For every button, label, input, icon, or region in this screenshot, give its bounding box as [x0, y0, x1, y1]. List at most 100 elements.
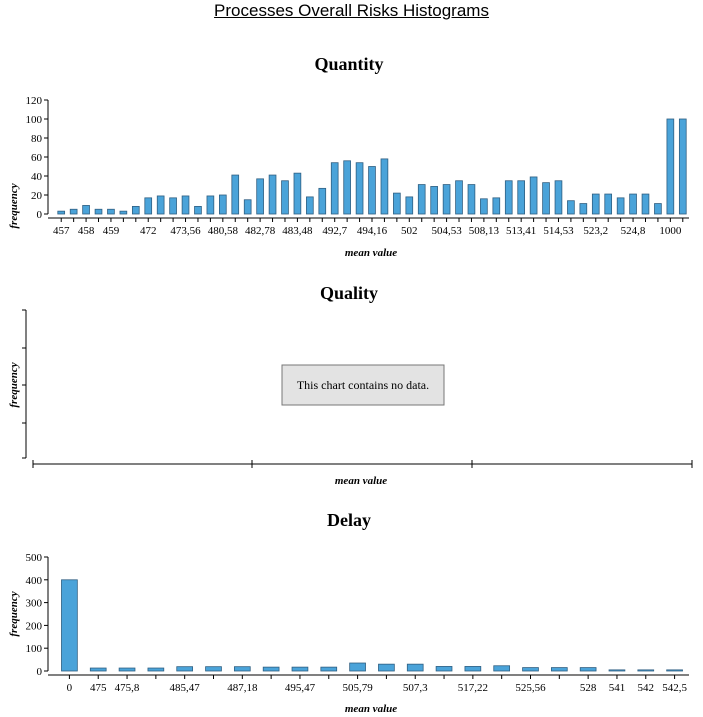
histogram-bar: [262, 666, 280, 672]
histogram-bar: [455, 180, 463, 215]
x-tick-label: 514,53: [543, 225, 574, 237]
chart-title: Quality: [320, 283, 378, 303]
histogram-bar: [435, 666, 453, 672]
histogram-bar: [281, 180, 289, 215]
x-tick-label: 475,8: [115, 682, 140, 694]
histogram-bar: [406, 663, 424, 672]
histogram-bar: [118, 667, 136, 672]
x-tick-label: 0: [67, 682, 73, 694]
y-tick-label: 0: [37, 209, 43, 221]
histogram-bar: [504, 180, 513, 215]
x-tick-label: 502: [401, 225, 418, 237]
histogram-bar: [61, 579, 78, 672]
histogram-bar: [442, 184, 451, 215]
y-tick-label: 100: [26, 114, 43, 126]
histogram-bar: [464, 666, 482, 672]
histogram-bar: [467, 184, 476, 215]
page-title: Processes Overall Risks Histograms: [214, 1, 489, 20]
histogram-bar: [417, 184, 426, 215]
histogram-bar: [219, 194, 227, 215]
histogram-bar: [678, 118, 687, 215]
histogram-bar: [89, 667, 107, 672]
histogram-bar: [492, 197, 501, 215]
histogram-bar: [629, 193, 637, 215]
x-tick-label: 459: [103, 225, 120, 237]
histogram-bar: [343, 160, 351, 215]
y-tick-label: 200: [26, 620, 43, 632]
histogram-bar: [380, 158, 389, 215]
y-tick-label: 100: [26, 643, 43, 655]
x-tick-label: 492,7: [322, 225, 347, 237]
histogram-bar: [119, 210, 128, 215]
x-tick-label: 513,41: [506, 225, 536, 237]
no-data-notice: This chart contains no data.: [281, 364, 445, 406]
histogram-bar: [591, 193, 600, 215]
quality-axes: [22, 309, 693, 468]
x-tick-label: 524,8: [621, 225, 646, 237]
histogram-bar: [550, 667, 568, 672]
histogram-bar: [131, 205, 140, 215]
y-tick-label: 80: [31, 133, 43, 145]
x-tick-label: 523,2: [583, 225, 608, 237]
histogram-bar: [206, 195, 215, 215]
quantity-axes: 0 20 40 60 80 100 120 457 458 459 472 473,56 480,58 4…: [26, 95, 689, 237]
histogram-bar: [579, 667, 597, 672]
y-tick-label: 40: [31, 171, 43, 183]
x-tick-label: 472: [140, 225, 157, 237]
histogram-bar: [378, 663, 395, 672]
x-tick-label: 504,53: [431, 225, 462, 237]
histogram-bar: [405, 196, 414, 215]
histogram-bar: [529, 176, 538, 215]
y-tick-label: 120: [26, 95, 43, 107]
y-tick-label: 60: [31, 152, 43, 164]
x-tick-label: 505,79: [342, 682, 373, 694]
chart-title: Quantity: [314, 54, 383, 74]
y-tick-label: 0: [37, 666, 43, 678]
histogram-bar: [641, 193, 650, 215]
histogram-bar: [144, 197, 153, 215]
histogram-bar: [82, 205, 90, 215]
histogram-bar: [579, 203, 588, 215]
histogram-bar: [94, 208, 103, 215]
x-axis-label: mean value: [345, 703, 397, 715]
histogram-bar: [243, 199, 252, 215]
y-axis-label: frequency: [8, 591, 20, 636]
histogram-bar: [231, 174, 240, 215]
histogram-bar: [368, 166, 376, 215]
x-tick-label: 487,18: [227, 682, 258, 694]
x-tick-label: 1000: [659, 225, 682, 237]
no-data-message: This chart contains no data.: [297, 378, 429, 392]
histogram-bar: [306, 196, 314, 215]
quantity-bars: [57, 118, 687, 215]
histogram-bar: [268, 174, 277, 215]
y-tick-label: 500: [26, 552, 43, 564]
histogram-bar: [69, 208, 78, 215]
histogram-bar: [355, 162, 364, 215]
histogram-bar: [318, 187, 327, 215]
histogram-bar: [616, 197, 625, 215]
histogram-bar: [181, 195, 190, 215]
histogram-bar: [522, 667, 539, 672]
x-tick-label: 508,13: [469, 225, 500, 237]
histogram-bar: [604, 193, 613, 215]
x-axis-label: mean value: [335, 475, 387, 487]
histogram-bar: [256, 178, 264, 215]
histogram-bar: [654, 203, 662, 215]
x-tick-label: 483,48: [282, 225, 313, 237]
histogram-bar: [169, 197, 177, 215]
histogram-bar: [320, 666, 338, 672]
delay-bars: [61, 579, 683, 672]
x-tick-label: 542,5: [662, 682, 687, 694]
histogram-bar: [349, 662, 366, 672]
y-tick-label: 300: [26, 598, 43, 610]
histogram-bar: [393, 192, 401, 215]
histogram-bar: [330, 162, 339, 215]
x-axis-label: mean value: [345, 247, 397, 259]
x-tick-label: 458: [78, 225, 95, 237]
histogram-bar: [554, 180, 563, 215]
x-tick-label: 457: [53, 225, 70, 237]
x-tick-label: 485,47: [170, 682, 201, 694]
histogram-bar: [567, 200, 575, 215]
histogram-bar: [57, 210, 66, 215]
histogram-bar: [176, 666, 194, 672]
